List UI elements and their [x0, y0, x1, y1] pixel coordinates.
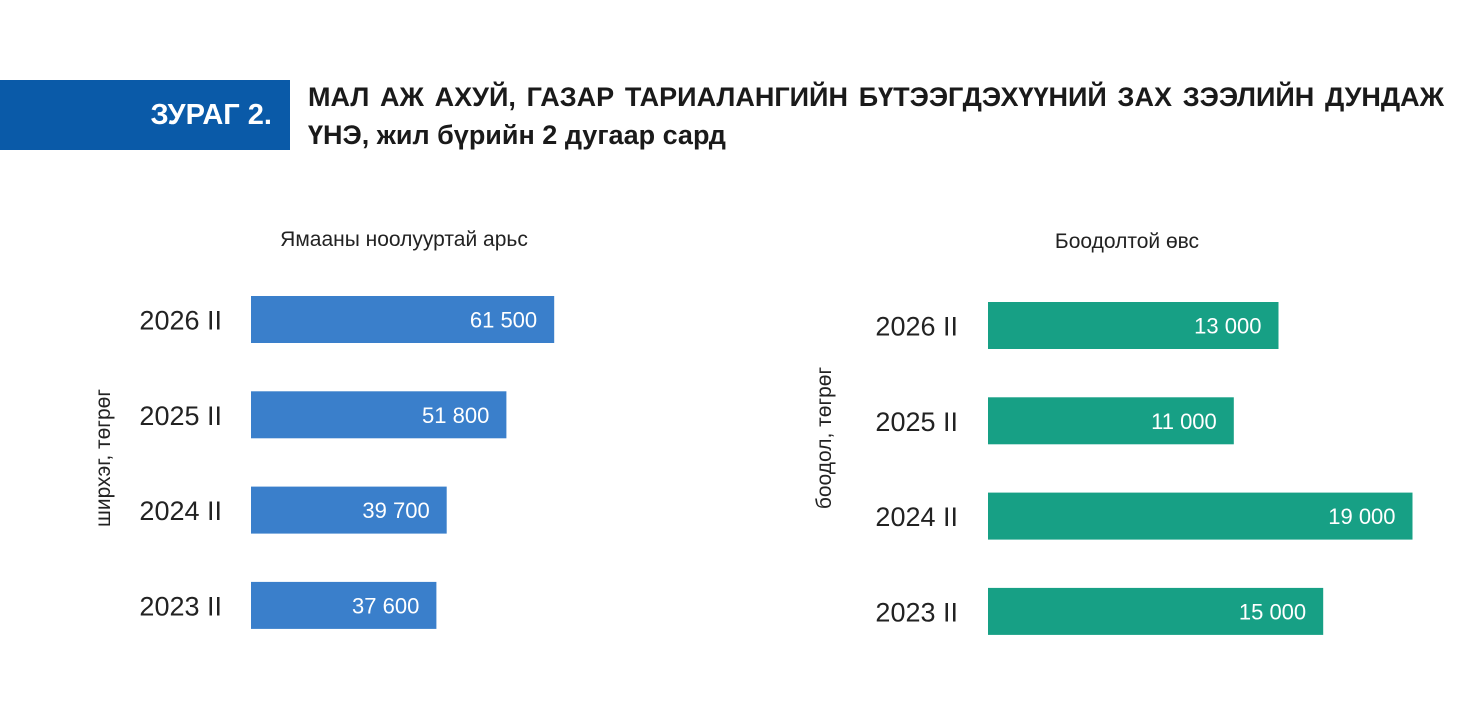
category-label: 2024 II: [875, 502, 958, 532]
category-label: 2026 II: [875, 312, 958, 342]
bar: [988, 397, 1234, 445]
data-label: 19 000: [1328, 504, 1395, 529]
bar: [251, 391, 507, 439]
data-label: 37 600: [352, 593, 419, 618]
data-label: 11 000: [1151, 409, 1217, 434]
data-label: 39 700: [362, 498, 429, 523]
bar: [251, 486, 447, 534]
data-label: 13 000: [1194, 314, 1261, 339]
category-label: 2025 II: [139, 401, 222, 431]
bar: [251, 296, 555, 343]
data-label: 61 500: [470, 308, 537, 333]
figure-title: МАЛ АЖ АХУЙ, ГАЗАР ТАРИАЛАНГИЙН БҮТЭЭГДЭ…: [308, 82, 1444, 150]
figure-label-band: ЗУРАГ 2.: [0, 80, 290, 150]
category-label: 2023 II: [875, 597, 958, 627]
chart-title: Боодолтой өвс: [1055, 230, 1199, 253]
category-label: 2026 II: [139, 306, 222, 336]
category-label: 2024 II: [139, 496, 222, 526]
figure-label: ЗУРАГ 2.: [150, 99, 272, 131]
chart-title: Ямааны ноолууртай арьс: [280, 228, 528, 251]
category-label: 2023 II: [139, 591, 222, 621]
data-label: 51 800: [422, 403, 489, 428]
y-axis-label: боодол, төгрөг: [813, 367, 836, 510]
cashmere-skin-price-chart: Ямааны ноолууртай арьс ширхэг, төгрөг 2026…: [92, 228, 555, 629]
data-label: 15 000: [1239, 599, 1306, 624]
bar: [988, 587, 1324, 635]
baled-hay-price-chart: Боодолтой өвс боодол, төгрөг 2026 II 13 000…: [813, 230, 1413, 635]
category-label: 2025 II: [875, 407, 958, 437]
bar: [251, 581, 437, 629]
bar: [988, 302, 1279, 349]
y-axis-label: ширхэг, төгрөг: [92, 389, 115, 527]
bar: [988, 492, 1413, 540]
